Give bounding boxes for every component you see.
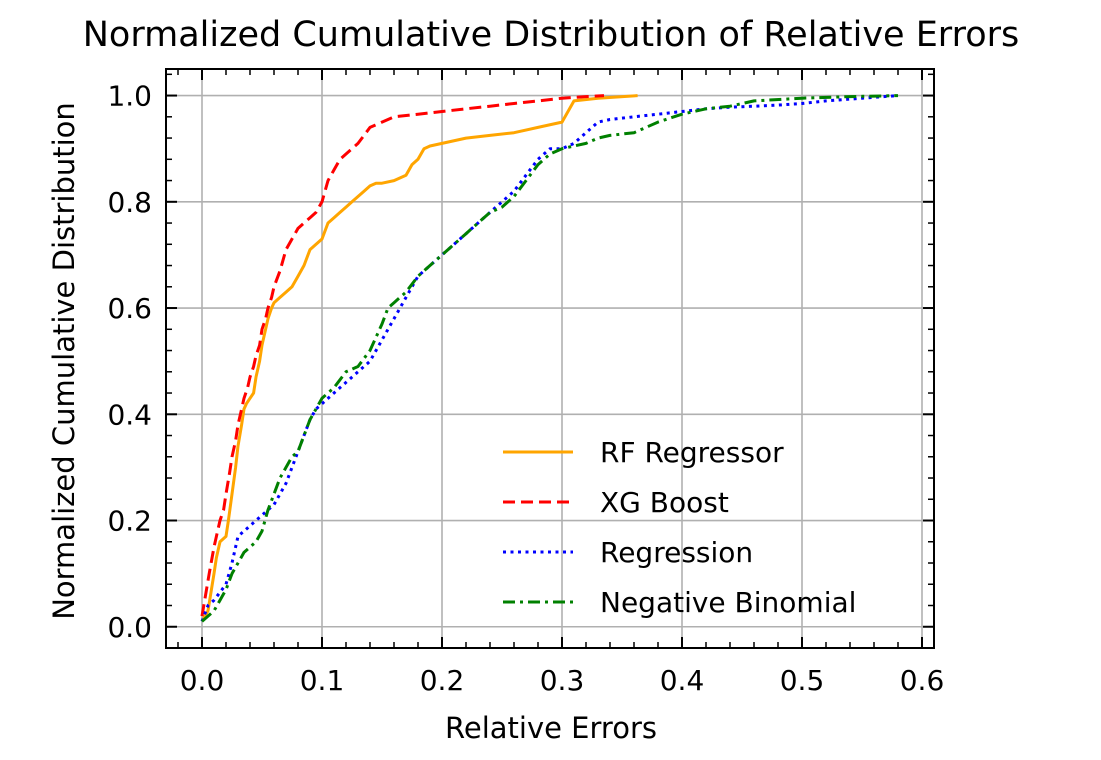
y-tick-label: 0.6 <box>107 292 152 325</box>
series-line-xg-boost <box>200 94 605 617</box>
series-line-regression <box>200 94 899 622</box>
x-tick-label: 0.1 <box>300 664 345 697</box>
legend: RF Regressor XG Boost Regression Negative B… <box>503 436 856 619</box>
x-axis-label: Relative Errors <box>445 711 657 745</box>
series-layer <box>200 94 899 623</box>
legend-label: Negative Binomial <box>600 586 856 619</box>
legend-label: RF Regressor <box>600 436 784 469</box>
series-line-negative-binomial <box>201 94 899 623</box>
x-tick-label: 0.5 <box>780 664 825 697</box>
tick-labels: 0.0 0.1 0.2 0.3 0.4 0.5 0.6 0.0 0.2 0.4 0.6 0.8 1.0 <box>107 80 944 697</box>
y-tick-label: 1.0 <box>107 80 152 113</box>
x-tick-label: 0.6 <box>900 664 945 697</box>
y-tick-label: 0.4 <box>107 398 152 431</box>
x-tick-label: 0.3 <box>540 664 585 697</box>
y-axis-label: Normalized Cumulative Distribution <box>47 102 81 620</box>
y-tick-label: 0.8 <box>107 186 152 219</box>
series-line-rf-regressor <box>200 94 638 623</box>
chart-title: Normalized Cumulative Distribution of Re… <box>83 15 1020 55</box>
ticks <box>166 69 934 649</box>
y-tick-label: 0.0 <box>107 611 152 644</box>
legend-label: Regression <box>600 536 753 569</box>
y-tick-label: 0.2 <box>107 505 152 538</box>
x-tick-label: 0.4 <box>660 664 705 697</box>
legend-label: XG Boost <box>600 486 729 519</box>
grid <box>166 69 934 648</box>
plot-frame <box>165 68 935 649</box>
x-tick-label: 0.2 <box>420 664 465 697</box>
x-tick-label: 0.0 <box>180 664 225 697</box>
